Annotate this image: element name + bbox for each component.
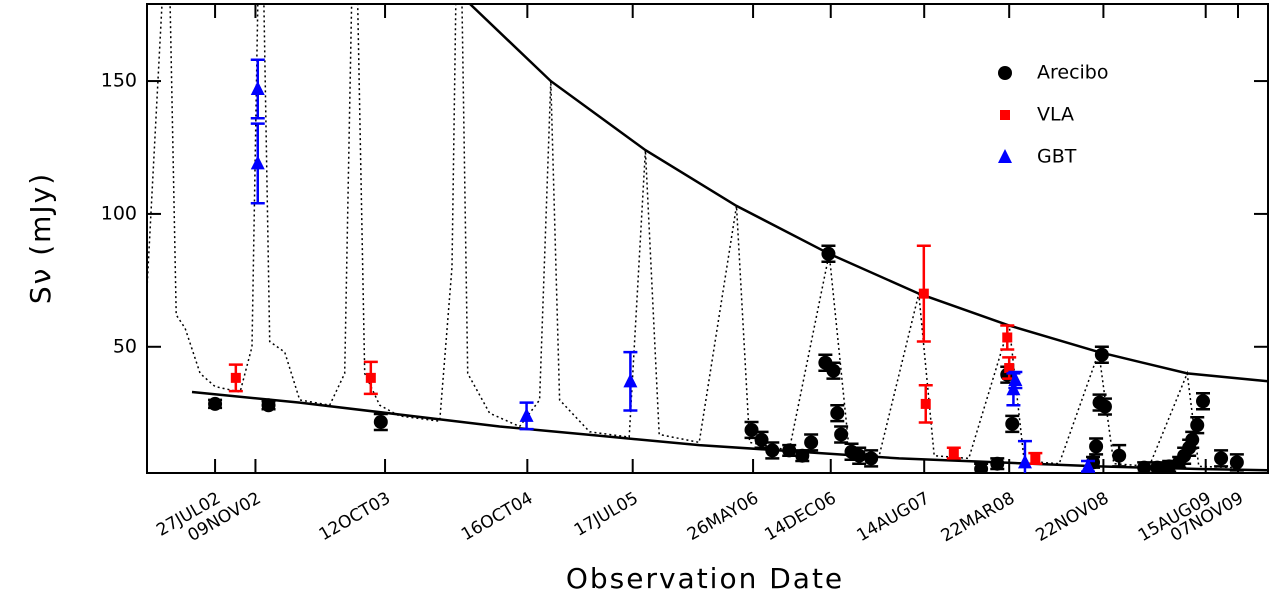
point xyxy=(920,398,931,409)
point xyxy=(1094,347,1109,362)
point xyxy=(1190,418,1205,433)
point xyxy=(250,155,265,170)
point xyxy=(1137,460,1152,473)
x-tick-label: 22NOV08 xyxy=(1033,488,1113,546)
plot-area xyxy=(147,4,1268,473)
point xyxy=(1214,451,1229,466)
point xyxy=(250,81,265,96)
x-tick-label: 26MAY06 xyxy=(684,488,762,545)
legend-marker xyxy=(1000,110,1010,120)
point xyxy=(623,373,638,388)
legend-marker xyxy=(998,149,1012,163)
point xyxy=(261,398,276,413)
point xyxy=(1081,458,1096,473)
point xyxy=(804,435,819,450)
point xyxy=(373,414,388,429)
x-tick-label: 22MAR08 xyxy=(938,488,1018,546)
y-axis-label: Sν (mJy) xyxy=(24,172,57,304)
point xyxy=(1150,460,1165,473)
point xyxy=(519,407,534,422)
point xyxy=(948,448,959,459)
point xyxy=(1097,399,1112,414)
legend-label: Arecibo xyxy=(1037,62,1109,84)
model-line xyxy=(469,4,1268,383)
point xyxy=(744,422,759,437)
point xyxy=(365,372,376,383)
legend-marker xyxy=(998,66,1012,80)
point xyxy=(1030,453,1041,464)
point xyxy=(754,432,769,447)
point xyxy=(782,443,797,458)
point xyxy=(1089,439,1104,454)
point xyxy=(1196,394,1211,409)
point xyxy=(765,443,780,458)
x-axis-label: Observation Date xyxy=(566,562,844,595)
point xyxy=(795,448,810,463)
point xyxy=(230,372,241,383)
point xyxy=(830,406,845,421)
point xyxy=(1185,432,1200,447)
point xyxy=(1004,363,1015,374)
point xyxy=(208,396,223,411)
point xyxy=(974,462,989,473)
point xyxy=(826,363,841,378)
point xyxy=(821,246,836,261)
point xyxy=(864,451,879,466)
point xyxy=(1112,448,1127,463)
point xyxy=(1229,455,1244,470)
point xyxy=(1017,454,1032,469)
point xyxy=(1006,381,1021,396)
legend-label: GBT xyxy=(1037,146,1077,168)
x-tick-label: 17JUL05 xyxy=(571,488,642,540)
point xyxy=(852,448,867,463)
x-tick-label: 14DEC06 xyxy=(761,488,839,545)
x-tick-label: 14AUG07 xyxy=(853,488,933,546)
point xyxy=(1008,371,1023,386)
y-tick-label: 150 xyxy=(101,70,137,92)
plot-frame xyxy=(146,3,1269,474)
point xyxy=(834,427,849,442)
x-tick-label: 12OCT03 xyxy=(316,488,394,545)
y-tick-label: 50 xyxy=(113,335,137,357)
y-tick-label: 100 xyxy=(101,202,137,224)
point xyxy=(1005,416,1020,431)
x-tick-label: 16OCT04 xyxy=(458,488,536,545)
point xyxy=(918,288,929,299)
point xyxy=(1002,332,1013,343)
point xyxy=(990,456,1005,471)
legend-label: VLA xyxy=(1037,104,1074,126)
